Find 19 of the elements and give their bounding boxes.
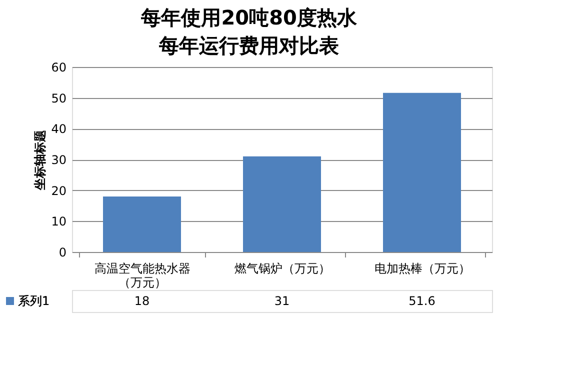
y-tick-label: 10: [51, 214, 66, 229]
y-tick-label: 60: [51, 60, 66, 74]
bar: [383, 92, 461, 252]
legend-label: 系列1: [18, 294, 50, 308]
data-label: 31: [274, 294, 290, 308]
y-tick-label: 30: [51, 153, 66, 167]
data-label: 51.6: [408, 294, 436, 308]
y-tick-label: 50: [51, 91, 66, 106]
y-tick-label: 40: [51, 122, 66, 136]
x-tick-label: 电加热棒（万元）: [374, 262, 470, 276]
data-label: 18: [134, 294, 150, 308]
bar: [103, 196, 181, 252]
x-tick-label: 燃气锅炉（万元）: [234, 262, 330, 276]
y-axis-title: 坐标轴标题: [33, 130, 48, 191]
y-tick-label: 20: [51, 184, 66, 198]
chart-title: 每年使用20吨80度热水每年运行费用对比表: [140, 6, 358, 58]
y-tick-label: 0: [58, 246, 66, 260]
bar: [243, 156, 321, 252]
x-tick-label: 高温空气能热水器（万元）: [94, 262, 190, 290]
